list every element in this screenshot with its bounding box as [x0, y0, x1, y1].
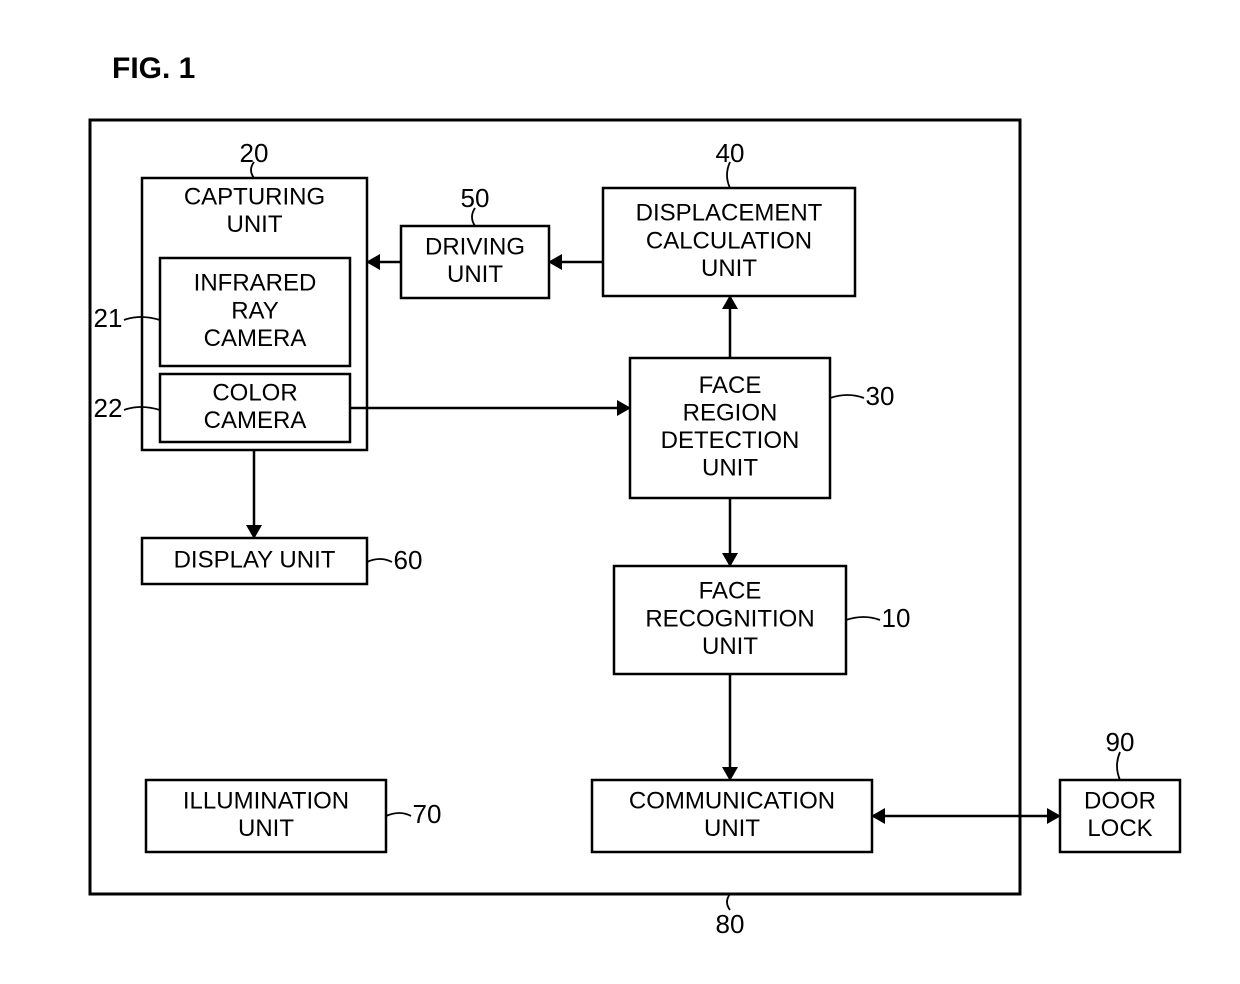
node-label-illumination: ILLUMINATION — [183, 788, 349, 815]
node-label-color_camera: COLOR — [212, 380, 297, 407]
node-label-illumination: UNIT — [238, 815, 294, 842]
refnum-ir_camera: 21 — [94, 303, 123, 333]
node-label-face_recog: RECOGNITION — [645, 605, 814, 632]
node-label-capturing_unit: UNIT — [227, 211, 283, 238]
node-label-ir_camera: RAY — [231, 297, 279, 324]
node-label-driving_unit: DRIVING — [425, 234, 525, 261]
refnum-face_region: 30 — [866, 381, 895, 411]
node-label-communication: UNIT — [704, 815, 760, 842]
node-label-color_camera: CAMERA — [204, 407, 307, 434]
node-label-door_lock: LOCK — [1087, 815, 1152, 842]
refnum-display_unit: 60 — [394, 545, 423, 575]
node-label-face_region: REGION — [683, 400, 778, 427]
node-label-displacement_unit: UNIT — [701, 255, 757, 282]
node-label-communication: COMMUNICATION — [629, 788, 835, 815]
node-label-face_recog: FACE — [699, 578, 762, 605]
refnum-illumination: 70 — [413, 799, 442, 829]
node-label-door_lock: DOOR — [1084, 788, 1156, 815]
leader-communication — [727, 894, 730, 910]
figure-title: FIG. 1 — [112, 52, 195, 85]
node-label-displacement_unit: CALCULATION — [646, 227, 812, 254]
node-label-face_region: DETECTION — [661, 427, 800, 454]
node-label-ir_camera: INFRARED — [194, 270, 317, 297]
node-label-displacement_unit: DISPLACEMENT — [636, 200, 823, 227]
node-label-ir_camera: CAMERA — [204, 325, 307, 352]
node-label-face_region: UNIT — [702, 455, 758, 482]
node-label-display_unit: DISPLAY UNIT — [174, 546, 336, 573]
node-label-face_recog: UNIT — [702, 633, 758, 660]
node-label-capturing_unit: CAPTURING — [184, 184, 325, 211]
node-label-driving_unit: UNIT — [447, 261, 503, 288]
diagram-svg: FIG. 1CAPTURINGUNIT20INFRAREDRAYCAMERA21… — [0, 0, 1240, 984]
refnum-color_camera: 22 — [94, 393, 123, 423]
refnum-communication: 80 — [716, 909, 745, 939]
node-label-face_region: FACE — [699, 372, 762, 399]
refnum-face_recog: 10 — [882, 603, 911, 633]
